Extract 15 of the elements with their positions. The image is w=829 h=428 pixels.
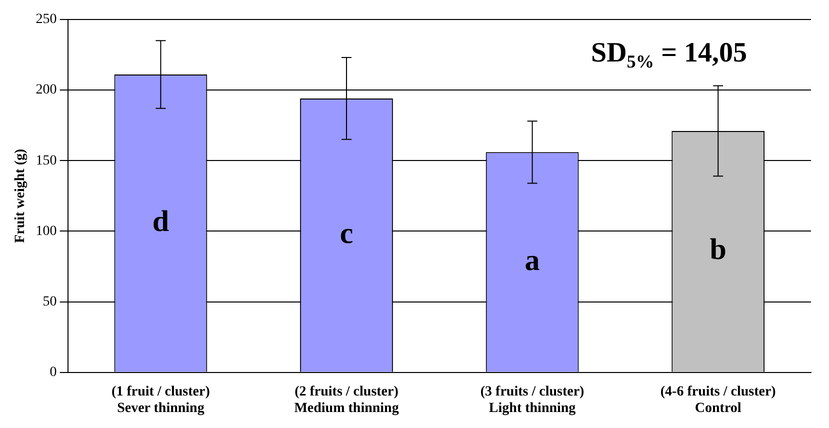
x-tick-label: (1 fruit / cluster) Sever thinning <box>112 384 210 416</box>
x-tick-label: (3 fruits / cluster) Light thinning <box>480 384 585 416</box>
x-tick-label: (2 fruits / cluster) Medium thinning <box>294 384 399 416</box>
y-axis-title: Fruit weight (g) <box>13 148 28 243</box>
annotation: b <box>710 233 726 266</box>
x-tick-label: (4-6 fruits / cluster) Control <box>660 384 776 416</box>
y-tick-label: 0 <box>50 365 57 380</box>
annotation: a <box>524 244 540 277</box>
y-tick-label: 50 <box>42 294 57 310</box>
annotation: d <box>152 204 170 238</box>
y-tick-label: 200 <box>36 82 57 98</box>
y-tick-label: 100 <box>36 224 57 239</box>
y-tick-label: 250 <box>36 12 57 28</box>
annotation: c <box>340 216 354 250</box>
y-tick-label: 150 <box>36 153 57 168</box>
